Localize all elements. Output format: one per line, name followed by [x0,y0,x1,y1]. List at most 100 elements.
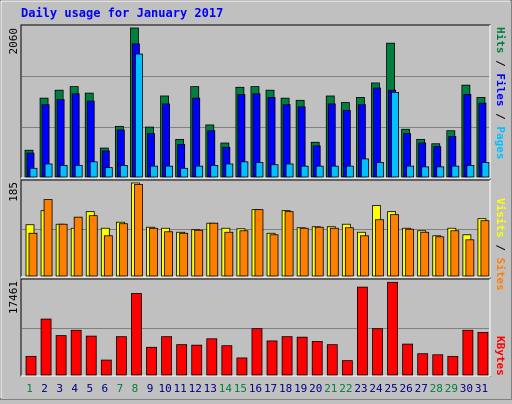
sites-bar [480,220,490,277]
kbytes-bar [85,335,97,376]
sites-bar [58,223,68,277]
kbytes-bar [417,353,429,376]
sites-bar [239,230,249,277]
sites-bar [118,223,128,277]
kbytes-bar [266,340,278,376]
day-label: 25 [384,382,397,395]
sites-bar [73,216,83,277]
pages-bar [361,158,369,178]
kbytes-bar [191,344,203,376]
day-label: 23 [354,382,367,395]
pages-bar [345,165,354,178]
pages-bar [376,162,384,178]
kbytes-bar [115,336,127,376]
kbytes-bar [40,318,52,376]
kbytes-bar [251,328,263,376]
sites-bar [254,209,264,277]
kbytes-bar [221,345,233,376]
sites-bar [103,235,113,277]
pages-bar [180,167,189,178]
pages-bar [330,165,339,178]
files-bar [463,94,472,178]
pages-bar [406,165,415,178]
sites-bar [375,219,384,277]
pages-bar [44,163,53,178]
pages-bar [119,165,128,178]
sites-bar [134,184,143,277]
pages-bar [240,161,249,178]
day-label: 30 [460,382,473,395]
pages-bar [104,167,113,178]
day-label: 3 [56,382,63,395]
visits-ymax-label: 185 [7,182,20,202]
pages-bar [210,165,219,178]
day-label: 28 [430,382,443,395]
legend-hits: Hits [494,27,507,54]
sites-bar [149,227,158,277]
pages-bar [255,162,264,178]
pages-bar [481,162,490,178]
sites-bar [465,239,475,277]
day-label: 21 [324,382,337,395]
day-labels: 1 2 3 4 5 6 7 8 9 10 11 12 13 14 15 16 17 18 19 20 21 22 23 24 2… [26,382,488,395]
sites-bar [28,232,38,277]
day-label: 10 [158,382,171,395]
legend-files: Files [494,73,507,106]
sites-bar [179,232,189,277]
sites-bar [314,226,324,277]
day-label: 12 [189,382,202,395]
pages-bar [421,166,430,178]
pages-bar [135,53,143,178]
day-label: 24 [369,382,383,395]
day-label: 11 [174,382,187,395]
kbytes-bar [161,336,172,376]
pages-bar [270,164,279,178]
day-label: 7 [117,382,124,395]
sites-bar [390,214,399,277]
sites-bar [344,227,354,277]
legend-sites: Sites [494,258,507,291]
kbytes-bar [311,341,323,376]
kbytes-bar [176,344,188,376]
pages-bar [451,165,460,178]
pages-bar [59,165,68,178]
day-label: 22 [339,382,352,395]
pages-bar [165,165,173,178]
day-label: 5 [86,382,93,395]
kbytes-bar [372,328,383,376]
day-label: 1 [26,382,33,395]
kbytes-bar [447,355,459,376]
bars-layer [24,27,490,376]
sites-bar [164,231,173,277]
hits-legend: Hits / Files / Pages [494,27,507,160]
day-label: 13 [204,382,217,395]
pages-bar [29,167,38,178]
pages-bar [300,165,309,178]
pages-bar [285,163,294,178]
day-label: 16 [249,382,262,395]
kbytes-bar [462,329,474,376]
sites-bar [405,228,415,277]
legend-pages: Pages [494,126,507,159]
day-label: 27 [415,382,428,395]
sites-bar [329,227,339,277]
kbytes-bar [341,360,353,376]
pages-bar [195,165,204,178]
sites-bar [269,234,279,277]
day-label: 20 [309,382,322,395]
kbytes-bar [387,281,398,376]
files-bar [192,97,201,178]
pages-bar [391,91,399,178]
day-label: 6 [102,382,109,395]
day-label: 15 [234,382,247,395]
kbytes-bar [281,336,293,376]
legend-visits: Visits [494,198,507,238]
day-label: 14 [219,382,233,395]
day-label: 29 [445,382,458,395]
sites-bar [88,215,98,277]
day-label: 26 [400,382,413,395]
kbytes-bar [206,338,218,376]
day-label: 9 [147,382,154,395]
pages-bar [89,161,98,178]
